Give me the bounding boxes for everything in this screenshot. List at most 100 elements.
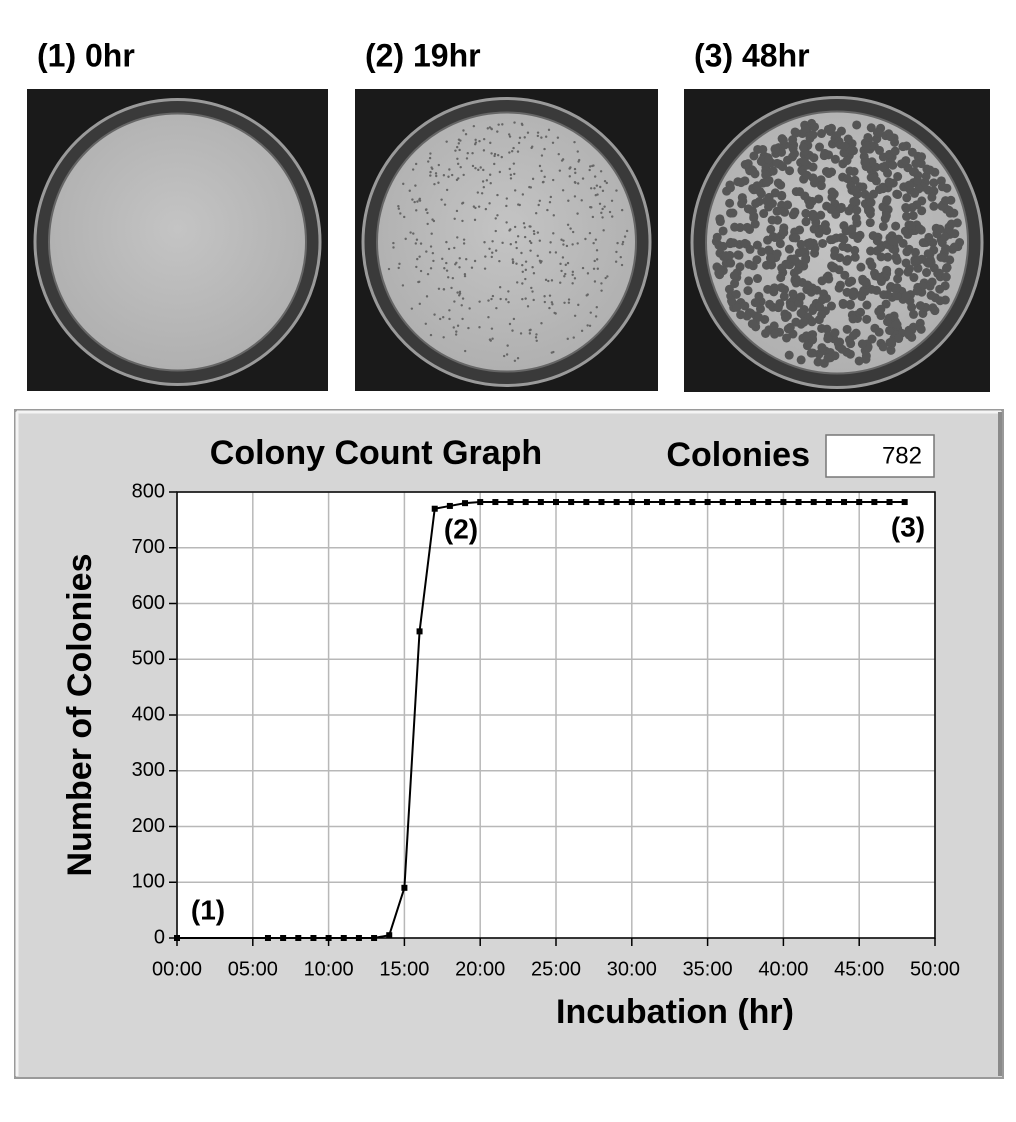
colony (567, 199, 570, 202)
x-tick-label: 50:00 (910, 958, 960, 980)
data-point (628, 499, 635, 506)
colony (522, 222, 526, 225)
colony (588, 168, 591, 172)
colony (934, 268, 944, 278)
data-point (871, 499, 878, 506)
colony (767, 215, 777, 225)
colony (505, 197, 509, 200)
colony (812, 285, 822, 295)
colony (416, 200, 419, 203)
colony (497, 123, 500, 126)
colony (894, 267, 904, 277)
colony (521, 193, 525, 196)
data-point (780, 499, 787, 506)
colony (808, 306, 818, 316)
colony (908, 211, 918, 221)
colony (623, 235, 627, 238)
colony (866, 198, 876, 208)
colony (941, 272, 951, 282)
data-point (810, 499, 817, 506)
colony (562, 243, 565, 246)
colony (909, 273, 919, 283)
colony (817, 295, 827, 305)
colony (456, 162, 460, 166)
colony (511, 258, 514, 261)
colony (881, 211, 891, 221)
colony (512, 317, 516, 321)
colony (462, 173, 465, 177)
colony (772, 206, 782, 216)
colony (823, 353, 833, 363)
colony (893, 190, 903, 200)
colony (615, 189, 618, 192)
data-point (643, 499, 650, 506)
colony (752, 255, 762, 265)
colony (911, 159, 921, 169)
colony (481, 180, 485, 183)
x-tick-label: 00:00 (152, 958, 202, 980)
colony (621, 240, 625, 244)
colony (801, 255, 811, 265)
colony (801, 331, 811, 341)
colony (883, 168, 893, 178)
colony (504, 298, 508, 301)
colony (901, 211, 911, 221)
colony (462, 242, 466, 245)
colony (548, 294, 552, 297)
colony (441, 257, 444, 261)
colony (528, 240, 532, 243)
colony (589, 311, 592, 314)
colony (929, 178, 939, 188)
colony (740, 301, 750, 311)
colony (411, 198, 414, 201)
data-point (568, 499, 575, 506)
colony (924, 232, 934, 242)
data-point (719, 499, 726, 506)
colony (736, 178, 746, 188)
x-axis-label: Incubation (hr) (556, 993, 794, 1031)
colony (437, 181, 440, 184)
colony (590, 206, 593, 209)
colony (418, 280, 421, 283)
colony (761, 170, 771, 180)
data-point (507, 499, 514, 506)
colony (744, 276, 754, 286)
colony (493, 152, 497, 156)
annotation: (2) (444, 513, 478, 544)
colony (778, 226, 788, 236)
colony (749, 151, 759, 161)
colony (484, 207, 488, 211)
colony (784, 350, 794, 360)
colony (524, 260, 528, 263)
colony (620, 208, 624, 212)
colony (830, 246, 840, 256)
colony (843, 134, 853, 144)
colony (887, 236, 897, 246)
colony (930, 306, 940, 316)
colony (572, 336, 575, 339)
colony (561, 158, 565, 161)
colony (898, 142, 908, 152)
data-point (477, 499, 484, 506)
colony (438, 317, 442, 321)
colony (752, 181, 762, 191)
colony (554, 251, 558, 254)
colony (484, 255, 487, 258)
colony (557, 152, 560, 156)
colony (913, 175, 923, 185)
colony (507, 290, 510, 293)
colony (907, 302, 917, 312)
data-point (416, 628, 423, 635)
colony (442, 316, 445, 319)
data-point (174, 935, 180, 941)
colony (402, 182, 405, 186)
colony (471, 164, 475, 168)
data-point (492, 499, 499, 506)
colony (573, 140, 576, 144)
data-point (340, 935, 347, 941)
colony (757, 247, 767, 257)
colony (516, 235, 520, 238)
colony (835, 280, 845, 290)
colony (842, 156, 852, 166)
colony (910, 188, 920, 198)
